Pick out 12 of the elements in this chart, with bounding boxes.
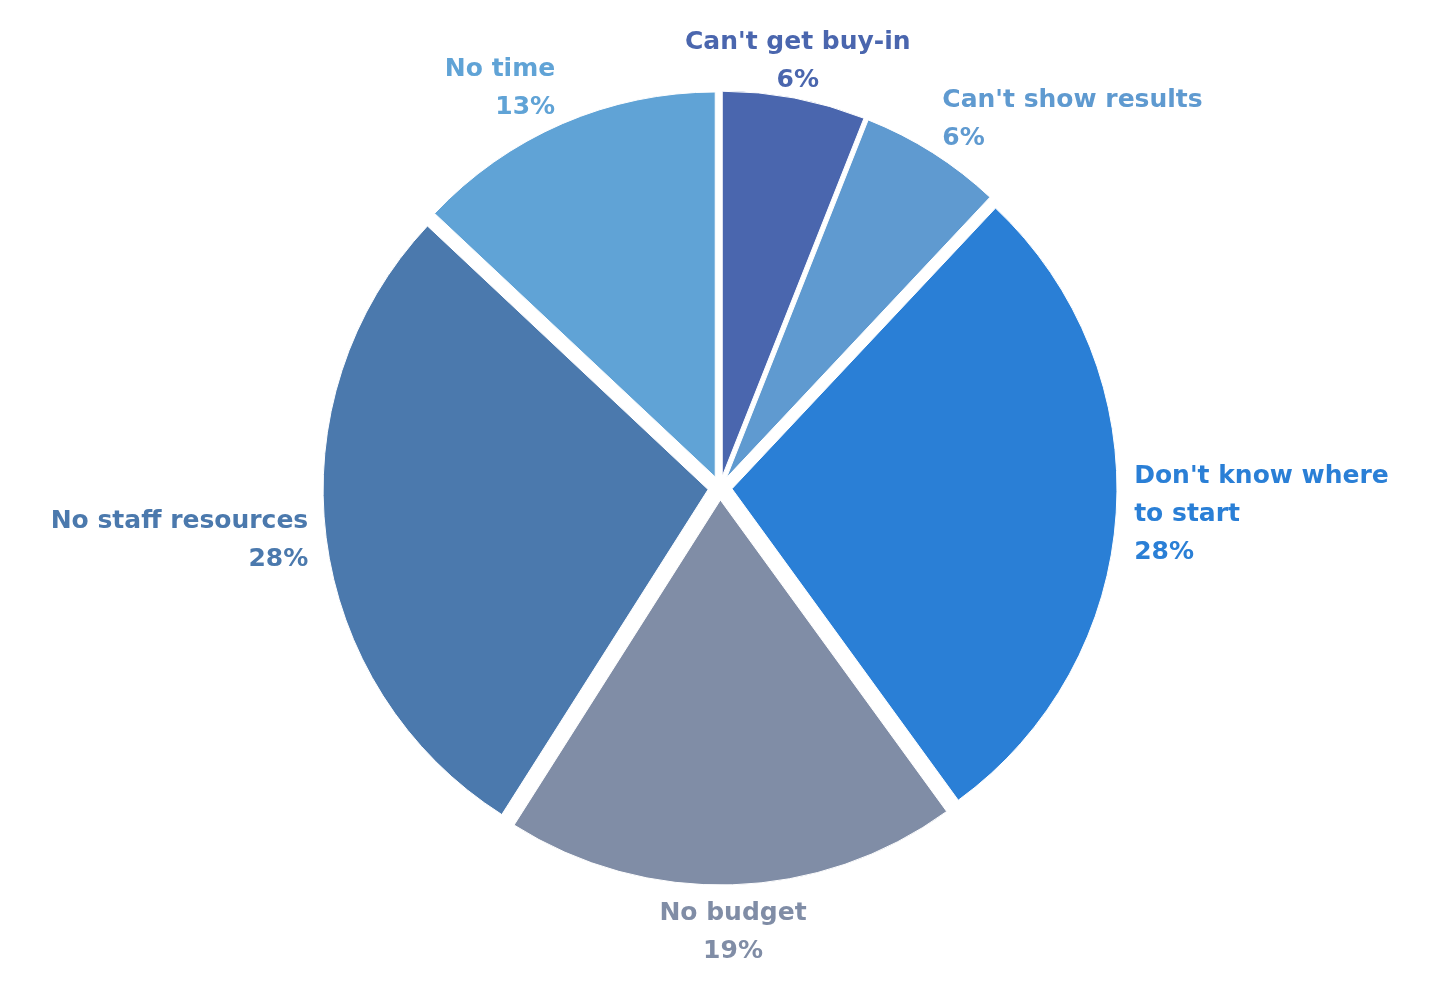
slice-label: No time <box>444 53 556 83</box>
data-label: 28% <box>248 543 309 573</box>
data-label: 13% <box>495 91 556 121</box>
slice-label: No staff resources <box>50 505 309 535</box>
data-label: 6% <box>776 64 819 94</box>
slice-label: Can't get buy-in <box>684 26 911 56</box>
data-label: 28% <box>1134 536 1195 566</box>
slice-label: Can't show results <box>942 83 1203 113</box>
data-label: 6% <box>942 121 985 151</box>
data-label: 19% <box>703 934 763 964</box>
slice-label: No budget <box>659 896 807 926</box>
slice-label: Don't know where to start <box>1134 460 1389 528</box>
